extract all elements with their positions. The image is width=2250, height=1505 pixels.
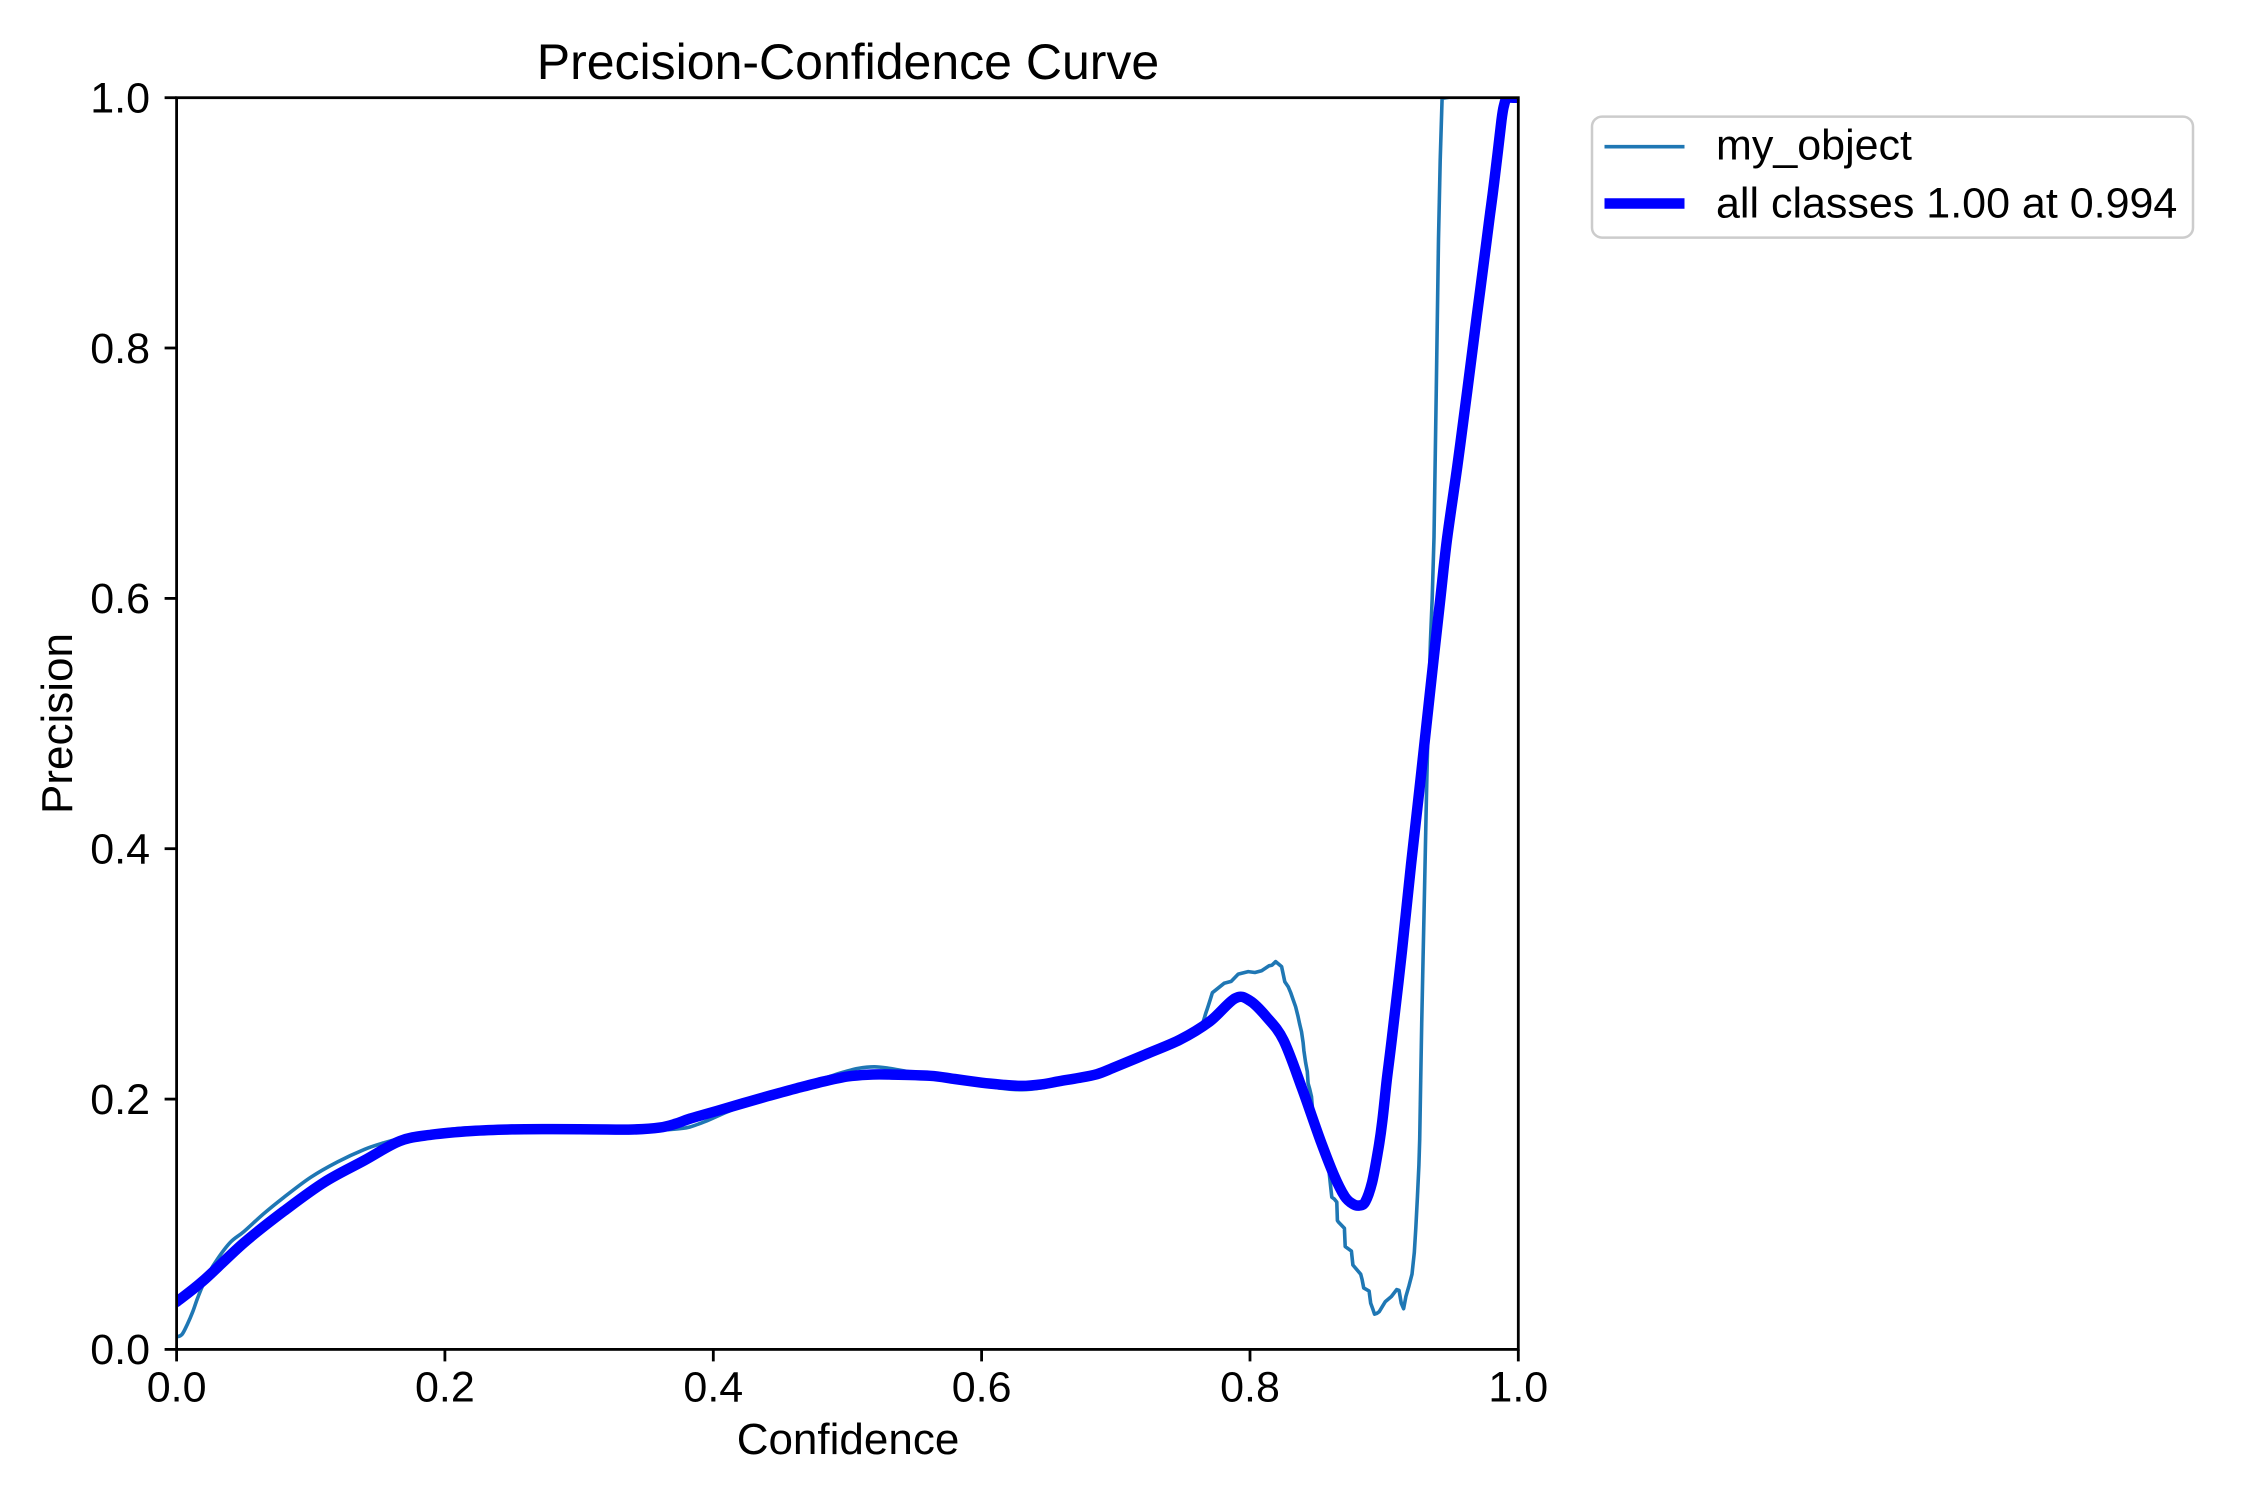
svg-text:0.6: 0.6 [90, 575, 150, 623]
svg-text:0.6: 0.6 [952, 1364, 1012, 1412]
svg-text:0.4: 0.4 [90, 826, 150, 874]
svg-text:0.0: 0.0 [90, 1326, 150, 1374]
svg-text:0.4: 0.4 [683, 1364, 743, 1412]
svg-text:Precision-Confidence Curve: Precision-Confidence Curve [537, 34, 1160, 90]
svg-text:1.0: 1.0 [1488, 1364, 1548, 1412]
svg-text:0.8: 0.8 [1220, 1364, 1280, 1412]
svg-text:0.8: 0.8 [90, 325, 150, 373]
svg-text:Precision: Precision [33, 633, 82, 814]
svg-text:all classes 1.00 at 0.994: all classes 1.00 at 0.994 [1716, 180, 2177, 228]
svg-text:1.0: 1.0 [90, 75, 150, 123]
svg-text:my_object: my_object [1716, 122, 1912, 170]
svg-text:0.2: 0.2 [90, 1076, 150, 1124]
svg-text:0.2: 0.2 [415, 1364, 475, 1412]
svg-text:Confidence: Confidence [737, 1415, 960, 1464]
svg-text:0.0: 0.0 [147, 1364, 207, 1412]
